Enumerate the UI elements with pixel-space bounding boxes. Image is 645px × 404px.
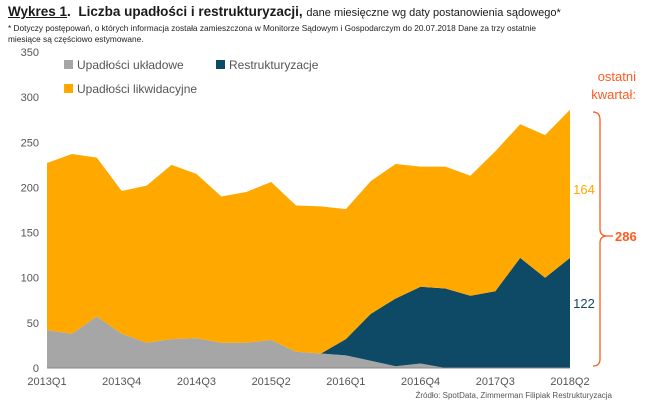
y-tick-label: 50 bbox=[27, 318, 39, 330]
legend-label: Upadłości układowe bbox=[77, 58, 184, 72]
chart-label-separator: . bbox=[67, 4, 71, 19]
y-tick-label: 350 bbox=[21, 47, 39, 59]
annotation-total: 286 bbox=[615, 229, 637, 244]
area-layer bbox=[47, 109, 570, 368]
annotation-label-line2: kwartał: bbox=[591, 87, 636, 102]
chart-label: Wykres 1 bbox=[8, 4, 68, 19]
x-tick-label: 2017Q3 bbox=[476, 376, 515, 388]
legend-label: Upadłości likwidacyjne bbox=[77, 82, 197, 96]
chart-source: Źródło: SpotData, Zimmerman Filipiak Res… bbox=[415, 391, 612, 400]
y-tick-label: 100 bbox=[21, 273, 39, 285]
x-tick-label: 2016Q4 bbox=[401, 376, 440, 388]
area-series-2 bbox=[47, 257, 570, 368]
area-series-3 bbox=[47, 109, 570, 354]
chart-main-title: Liczba upadłości i restrukturyzacji, bbox=[78, 4, 303, 19]
x-axis: 2013Q1 2013Q4 2014Q3 2015Q2 2016Q1 2016Q4 2017… bbox=[27, 367, 590, 388]
annotation-liquidation-value: 164 bbox=[573, 182, 595, 197]
legend-swatch bbox=[64, 60, 73, 69]
x-tick-label: 2015Q2 bbox=[252, 376, 291, 388]
y-tick-label: 150 bbox=[21, 228, 39, 240]
area-series-1 bbox=[47, 316, 570, 368]
legend-swatch bbox=[64, 84, 73, 93]
chart-title: Wykres 1. Liczba upadłości i restruktury… bbox=[8, 4, 561, 19]
y-axis: 0 50 100 150 200 250 300 350 bbox=[21, 47, 39, 375]
annotation-label-line1: ostatni bbox=[598, 69, 636, 84]
y-tick-label: 250 bbox=[21, 137, 39, 149]
chart-subtitle: dane miesięczne wg daty postanowienia są… bbox=[306, 7, 561, 19]
annotation-brace bbox=[592, 111, 608, 367]
chart-footnote: * Dotyczy postępowań, o których informac… bbox=[8, 23, 537, 44]
x-tick-label: 2014Q3 bbox=[177, 376, 216, 388]
y-tick-label: 200 bbox=[21, 182, 39, 194]
last-quarter-annotation: ostatni kwartał: 164 122 286 bbox=[573, 69, 637, 367]
legend-label: Restrukturyzacje bbox=[229, 58, 319, 72]
x-tick-label: 2013Q1 bbox=[27, 376, 66, 388]
legend: Upadłości układowe Restrukturyzacje Upadło… bbox=[64, 58, 319, 96]
annotation-restructuring-value: 122 bbox=[573, 296, 595, 311]
x-tick-label: 2018Q2 bbox=[550, 376, 589, 388]
x-tick-label: 2016Q1 bbox=[326, 376, 365, 388]
y-tick-label: 0 bbox=[33, 363, 39, 375]
x-tick-label: 2013Q4 bbox=[102, 376, 141, 388]
y-tick-label: 300 bbox=[21, 92, 39, 104]
legend-swatch bbox=[216, 60, 225, 69]
